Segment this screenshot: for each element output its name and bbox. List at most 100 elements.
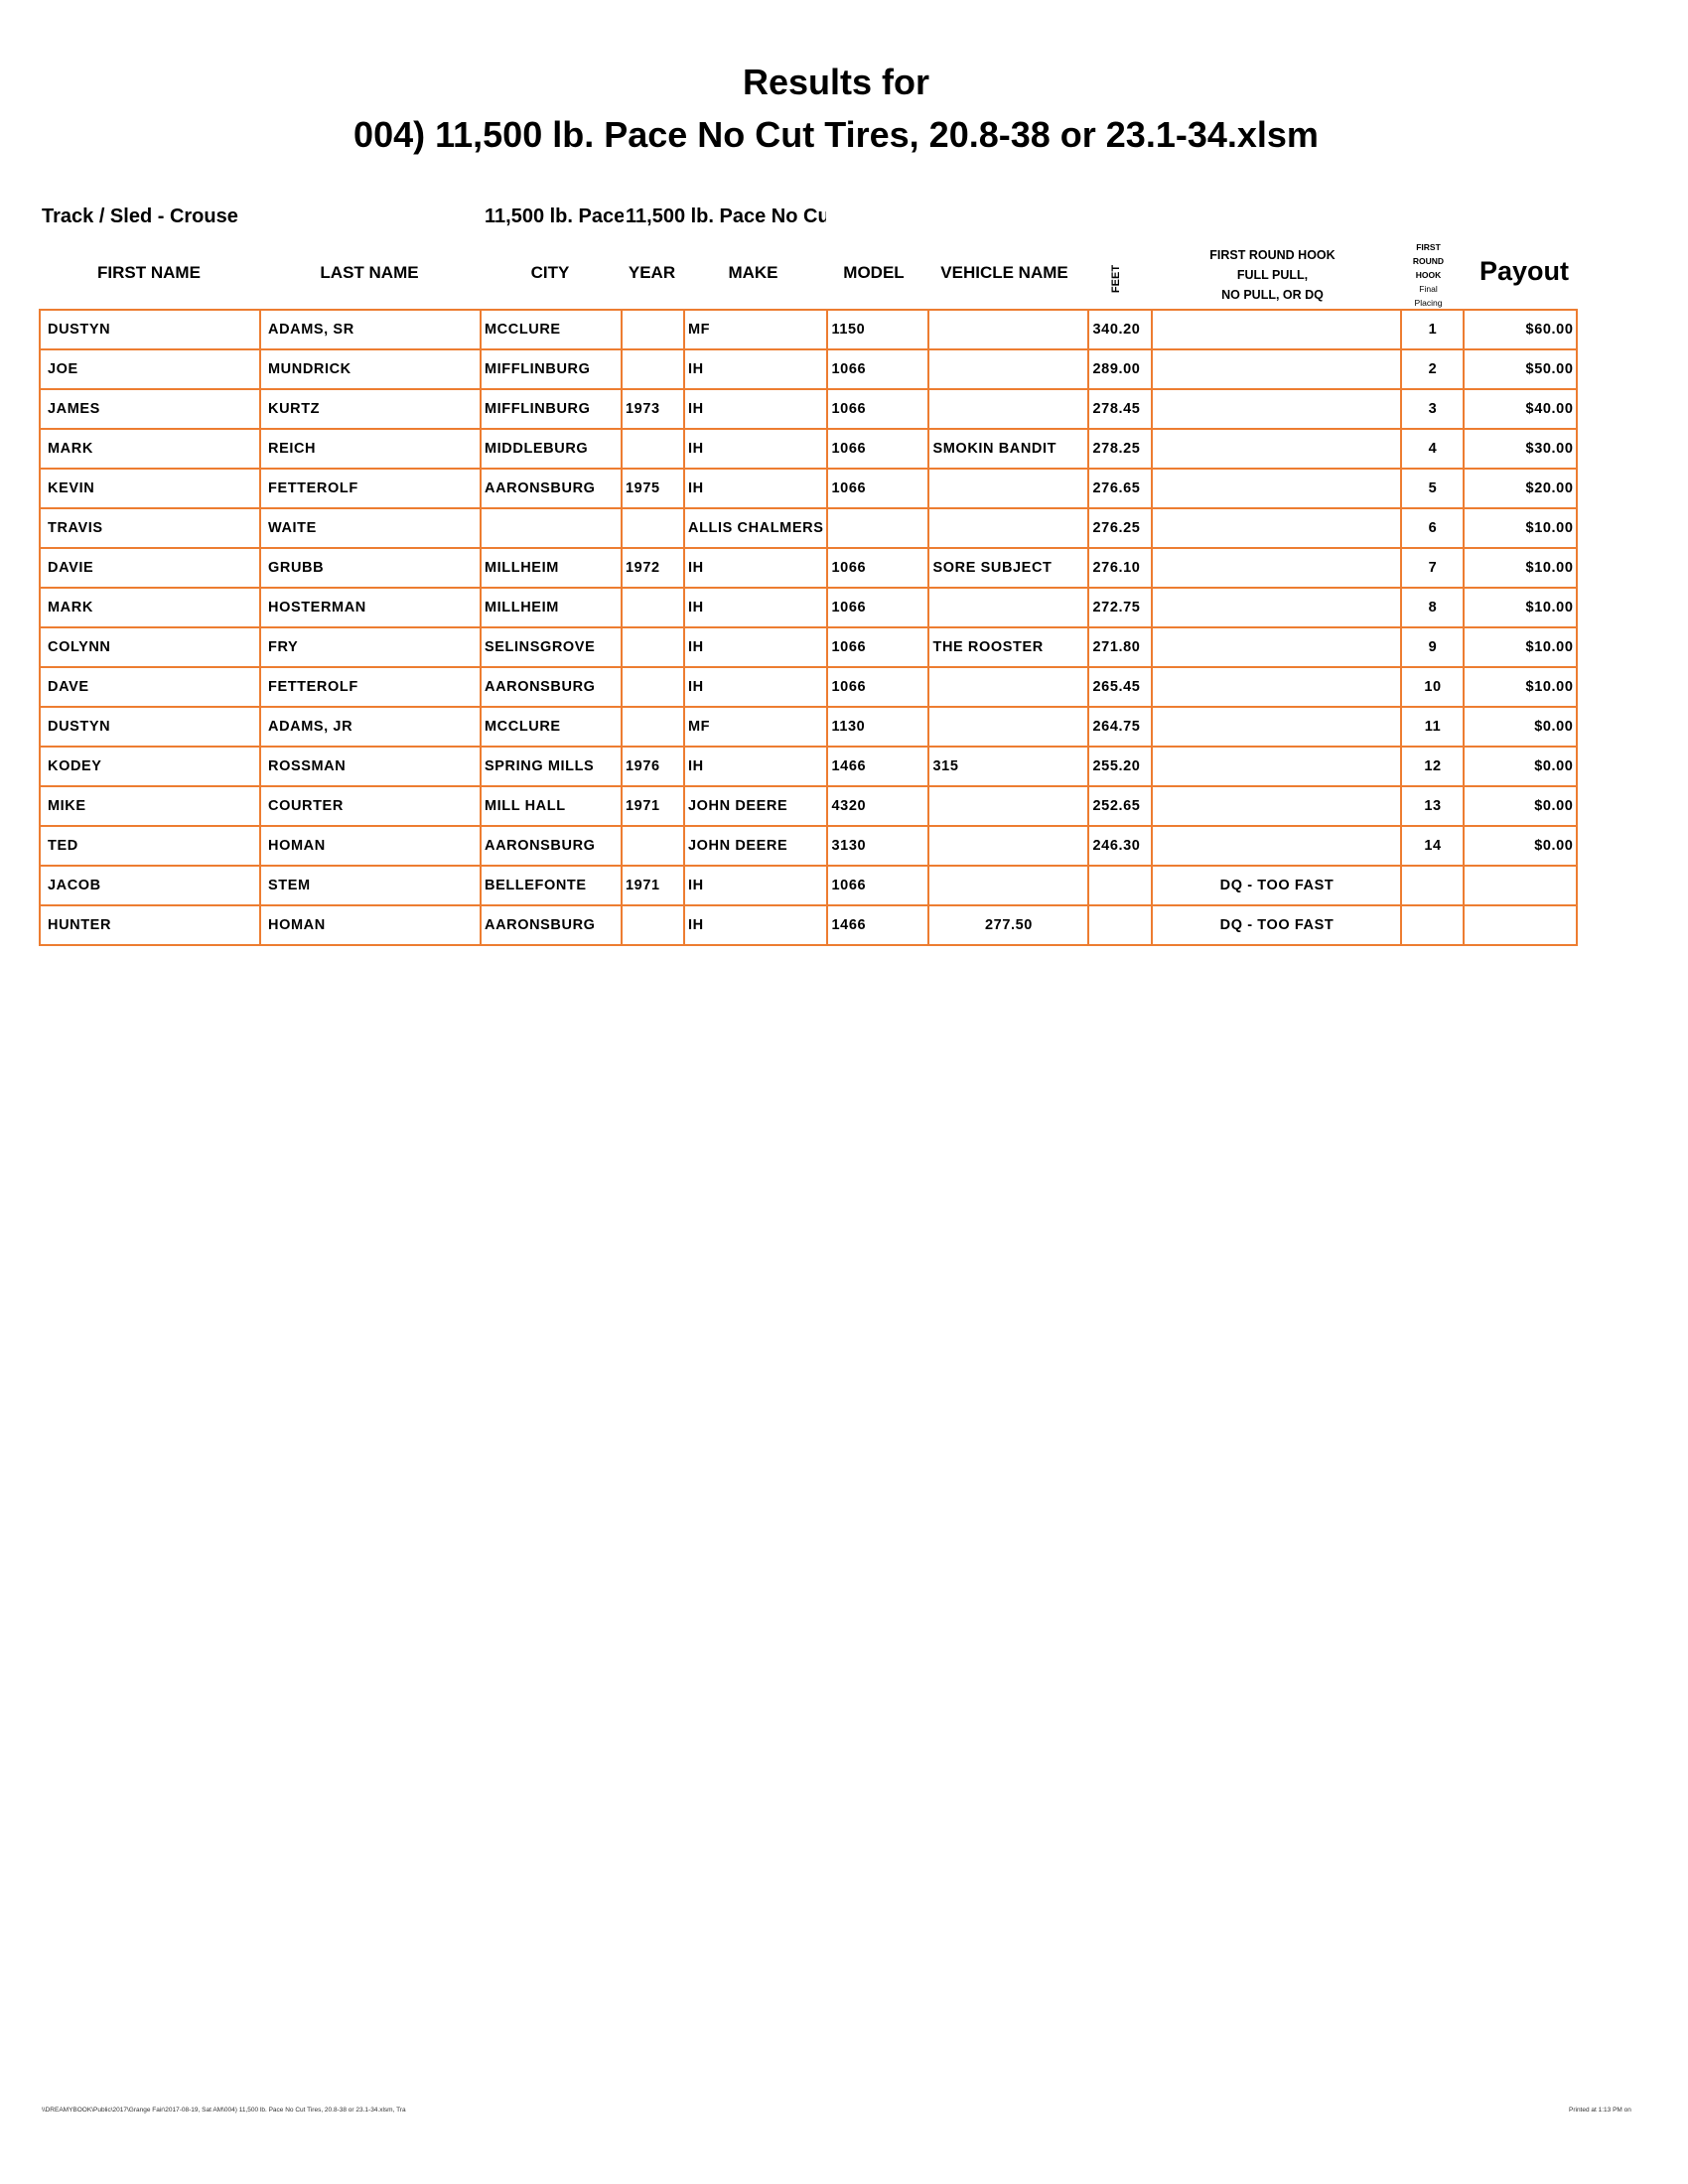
first-name-cell: MARK <box>39 587 261 628</box>
make-cell: MF <box>682 309 829 350</box>
header-hook-line3: NO PULL, OR DQ <box>1221 288 1324 302</box>
payout-cell <box>1463 865 1579 906</box>
city-cell: MIDDLEBURG <box>480 428 623 470</box>
model-cell: 1066 <box>826 547 930 589</box>
make-cell: IH <box>682 587 829 628</box>
make-cell: IH <box>682 547 829 589</box>
city-cell: MILLHEIM <box>480 547 623 589</box>
first-name-cell: MIKE <box>39 785 261 827</box>
year-cell: 1973 <box>621 388 685 430</box>
payout-cell: $20.00 <box>1463 468 1579 509</box>
year-cell: 1976 <box>621 746 685 787</box>
hook-result-cell <box>1151 348 1403 390</box>
page-title-line1: Results for <box>742 62 930 102</box>
table-row: KODEY ROSSMAN SPRING MILLS 1976 IH 1466 315 255… <box>39 746 1579 787</box>
header-model: MODEL <box>843 263 905 282</box>
model-cell: 1066 <box>826 626 930 668</box>
first-name-cell: TRAVIS <box>39 507 261 549</box>
vehicle-name-cell <box>927 309 1090 350</box>
class-cell-b: 11,500 lb. Pace No Cut Tires <box>626 205 826 227</box>
header-hook: FIRST ROUND HOOK FULL PULL, NO PULL, OR … <box>1148 245 1397 305</box>
payout-cell: $0.00 <box>1463 825 1579 867</box>
last-name-cell: HOSTERMAN <box>259 587 482 628</box>
feet-cell: 276.25 <box>1087 507 1154 549</box>
table-row: MIKE COURTER MILL HALL 1971 JOHN DEERE 4320 25… <box>39 785 1579 827</box>
first-name-cell: TED <box>39 825 261 867</box>
city-cell: AARONSBURG <box>480 825 623 867</box>
feet-cell: 289.00 <box>1087 348 1154 390</box>
payout-cell: $50.00 <box>1463 348 1579 390</box>
city-cell: AARONSBURG <box>480 666 623 708</box>
model-cell: 1066 <box>826 388 930 430</box>
last-name-cell: FRY <box>259 626 482 668</box>
year-cell: 1971 <box>621 865 685 906</box>
hook-result-cell <box>1151 825 1403 867</box>
city-cell <box>480 507 623 549</box>
table-row: JOE MUNDRICK MIFFLINBURG IH 1066 289.00 2 $50.0… <box>39 348 1579 390</box>
first-name-cell: DUSTYN <box>39 309 261 350</box>
hook-result-cell <box>1151 626 1403 668</box>
first-name-cell: KODEY <box>39 746 261 787</box>
make-cell: ALLIS CHALMERS <box>682 507 829 549</box>
last-name-cell: KURTZ <box>259 388 482 430</box>
placing-cell: 1 <box>1400 309 1466 350</box>
table-row: JACOB STEM BELLEFONTE 1971 IH 1066 DQ - TOO FA… <box>39 865 1579 906</box>
last-name-cell: FETTEROLF <box>259 468 482 509</box>
table-row: JAMES KURTZ MIFFLINBURG 1973 IH 1066 278.45 3 $4… <box>39 388 1579 430</box>
header-placing-line4: Final <box>1419 284 1438 294</box>
vehicle-name-cell <box>927 587 1090 628</box>
table-row: MARK REICH MIDDLEBURG IH 1066 SMOKIN BANDIT 27… <box>39 428 1579 470</box>
payout-cell: $30.00 <box>1463 428 1579 470</box>
feet-cell: 265.45 <box>1087 666 1154 708</box>
model-cell: 1066 <box>826 468 930 509</box>
payout-cell: $0.00 <box>1463 746 1579 787</box>
model-cell: 1150 <box>826 309 930 350</box>
table-row: MARK HOSTERMAN MILLHEIM IH 1066 272.75 8 $10.00 <box>39 587 1579 628</box>
hook-result-cell <box>1151 309 1403 350</box>
make-cell: MF <box>682 706 829 748</box>
make-cell: IH <box>682 348 829 390</box>
vehicle-name-cell <box>927 388 1090 430</box>
city-cell: AARONSBURG <box>480 904 623 946</box>
placing-cell: 12 <box>1400 746 1466 787</box>
last-name-cell: REICH <box>259 428 482 470</box>
first-name-cell: KEVIN <box>39 468 261 509</box>
vehicle-name-cell <box>927 706 1090 748</box>
year-cell <box>621 587 685 628</box>
first-name-cell: HUNTER <box>39 904 261 946</box>
placing-cell: 3 <box>1400 388 1466 430</box>
model-cell: 1066 <box>826 587 930 628</box>
vehicle-name-cell: THE ROOSTER <box>927 626 1090 668</box>
header-placing-line1: FIRST <box>1416 242 1441 252</box>
payout-cell: $0.00 <box>1463 785 1579 827</box>
placing-cell: 6 <box>1400 507 1466 549</box>
payout-cell: $10.00 <box>1463 587 1579 628</box>
make-cell: IH <box>682 666 829 708</box>
vehicle-name-cell: 315 <box>927 746 1090 787</box>
payout-cell <box>1463 904 1579 946</box>
feet-cell: 252.65 <box>1087 785 1154 827</box>
city-cell: MILLHEIM <box>480 587 623 628</box>
city-cell: AARONSBURG <box>480 468 623 509</box>
feet-cell <box>1087 904 1154 946</box>
placing-cell <box>1400 865 1466 906</box>
model-cell: 1066 <box>826 428 930 470</box>
vehicle-name-cell <box>927 825 1090 867</box>
last-name-cell: WAITE <box>259 507 482 549</box>
table-row: HUNTER HOMAN AARONSBURG IH 1466 277.50 DQ - TO… <box>39 904 1579 946</box>
hook-result-cell <box>1151 746 1403 787</box>
header-payout: Payout <box>1478 256 1570 286</box>
vehicle-name-cell <box>927 785 1090 827</box>
first-name-cell: DUSTYN <box>39 706 261 748</box>
payout-cell: $10.00 <box>1463 666 1579 708</box>
year-cell <box>621 904 685 946</box>
feet-cell: 264.75 <box>1087 706 1154 748</box>
year-cell <box>621 626 685 668</box>
header-placing-line3: HOOK <box>1415 270 1442 280</box>
model-cell: 3130 <box>826 825 930 867</box>
feet-cell: 272.75 <box>1087 587 1154 628</box>
model-cell: 1130 <box>826 706 930 748</box>
payout-cell: $10.00 <box>1463 547 1579 589</box>
track-sled-label: Track / Sled - Crouse <box>42 205 238 227</box>
vehicle-name-cell: SMOKIN BANDIT <box>927 428 1090 470</box>
